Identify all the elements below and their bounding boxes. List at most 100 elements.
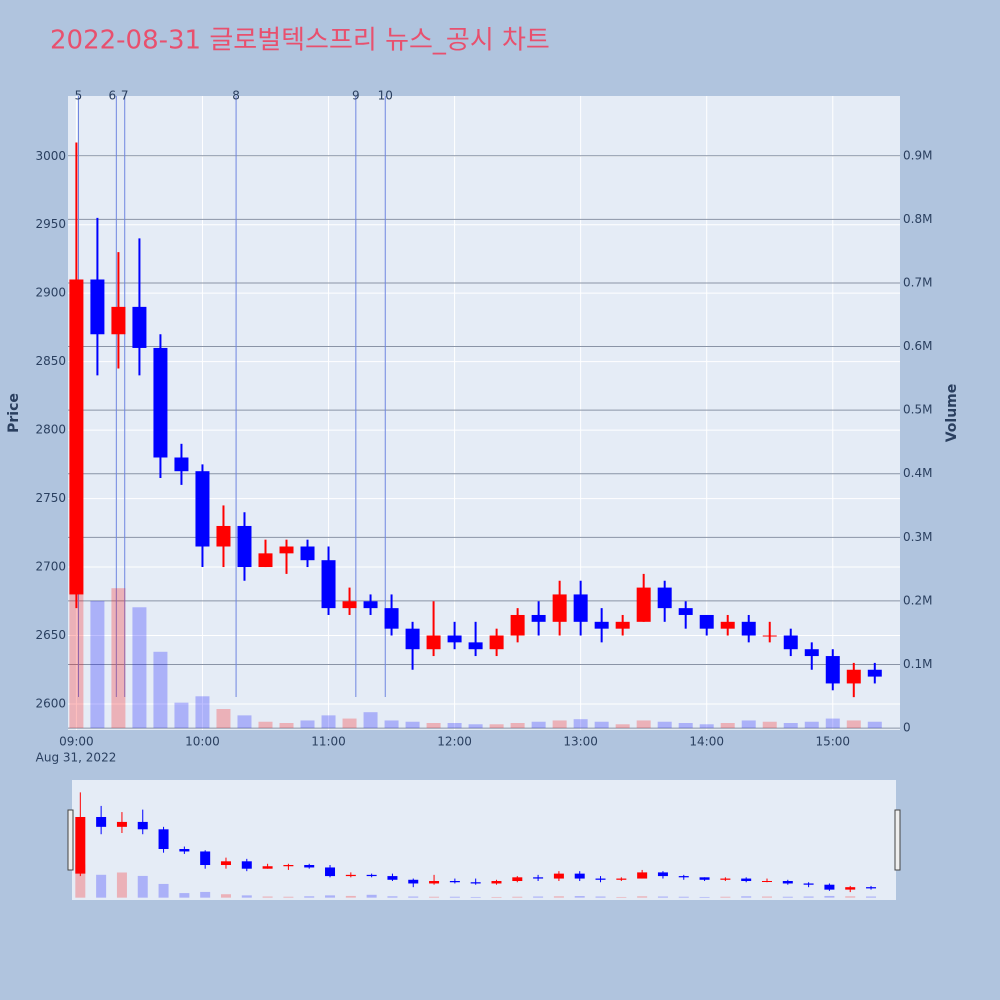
candle-body — [426, 635, 441, 650]
volume-bar — [741, 720, 756, 729]
candle-body — [867, 669, 882, 677]
volume-bar — [761, 896, 772, 898]
volume-bar — [90, 600, 105, 729]
candle-body — [237, 525, 252, 568]
volume-bar — [153, 651, 168, 729]
candle-body — [553, 873, 564, 879]
range-slider — [72, 780, 896, 900]
candle-body — [510, 614, 525, 636]
y2-tick-label: 0.6M — [903, 339, 932, 353]
candle-body — [366, 874, 377, 877]
volume-bar — [657, 896, 668, 898]
plot-area — [68, 96, 900, 730]
volume-bar — [132, 607, 147, 729]
y2-tick-label: 0.7M — [903, 275, 932, 289]
candle-body — [595, 878, 606, 880]
volume-bar — [615, 724, 630, 729]
event-label: 10 — [378, 89, 393, 103]
candle-body — [637, 872, 648, 879]
y-tick-label: 2900 — [35, 286, 66, 300]
candle-body — [594, 621, 609, 629]
candle-body — [616, 878, 627, 880]
volume-bar — [449, 896, 460, 898]
y2-tick-label: 0.2M — [903, 593, 932, 607]
volume-bar — [636, 720, 651, 729]
volume-bar — [762, 721, 777, 729]
volume-bar — [699, 724, 714, 729]
event-label: 6 — [109, 89, 117, 103]
candle-body — [90, 279, 105, 335]
volume-bar — [553, 896, 564, 898]
candle-body — [116, 821, 127, 827]
candle-body — [75, 816, 86, 874]
candle-body — [158, 829, 169, 850]
candle-body — [533, 877, 544, 879]
candle-body — [179, 849, 190, 852]
y-tick-label: 2800 — [35, 423, 66, 437]
chart-title: 2022-08-31 글로벌텍스프리 뉴스_공시 차트 — [50, 26, 550, 56]
candle-body — [761, 881, 772, 883]
y2-tick-label: 0 — [903, 721, 911, 735]
y-tick-label: 2750 — [35, 491, 66, 505]
range-handle[interactable] — [67, 809, 74, 871]
y2-axis-title: Volume — [944, 384, 960, 443]
candle-body — [111, 306, 126, 335]
volume-bar — [491, 896, 502, 898]
volume-bar — [845, 896, 856, 898]
volume-bar — [510, 723, 525, 729]
volume-bar — [241, 895, 252, 898]
volume-bar — [657, 721, 672, 729]
candle-body — [825, 656, 840, 684]
volume-bar — [447, 723, 462, 729]
candle-body — [678, 608, 693, 615]
candle-body — [491, 881, 502, 884]
volume-bar — [595, 896, 606, 898]
volume-bar — [574, 896, 585, 898]
volume-bar — [720, 896, 731, 898]
candle-body — [657, 587, 672, 609]
volume-bar — [720, 723, 735, 729]
volume-bar — [216, 709, 231, 729]
y-tick-label: 2600 — [35, 696, 66, 710]
candle-body — [573, 594, 588, 622]
volume-bar — [782, 896, 793, 898]
x-tick-label: 13:00 — [563, 735, 598, 749]
candle-body — [447, 635, 462, 643]
candle-body — [741, 621, 756, 636]
y-tick-label: 2700 — [35, 560, 66, 574]
range-handle[interactable] — [894, 809, 901, 871]
candle-body — [200, 851, 211, 866]
y2-tick-label: 0.8M — [903, 212, 932, 226]
volume-bar — [366, 894, 377, 898]
volume-bar — [678, 896, 689, 898]
candle-body — [741, 878, 752, 882]
volume-bar — [116, 872, 127, 898]
event-label: 8 — [232, 89, 240, 103]
candle-body — [405, 628, 420, 650]
volume-bar — [531, 721, 546, 729]
y-tick-label: 2850 — [35, 354, 66, 368]
y2-tick-label: 0.1M — [903, 657, 932, 671]
y2-tick-label: 0.9M — [903, 148, 932, 162]
volume-bar — [594, 721, 609, 729]
candle-body — [137, 821, 148, 830]
volume-bar — [408, 896, 419, 898]
event-label: 5 — [75, 89, 83, 103]
candle-body — [783, 635, 798, 650]
volume-bar — [867, 721, 882, 729]
volume-bar — [75, 864, 86, 898]
volume-bar — [279, 723, 294, 729]
volume-bar — [846, 720, 861, 729]
volume-bar — [158, 883, 169, 898]
candle-body — [132, 306, 147, 348]
volume-bar — [804, 721, 819, 729]
volume-bar — [824, 895, 835, 898]
candle-body — [387, 876, 398, 880]
volume-bar — [262, 896, 273, 898]
y2-tick-label: 0.4M — [903, 466, 932, 480]
volume-bar — [783, 723, 798, 729]
candle-body — [96, 816, 107, 827]
x-tick-label: 11:00 — [311, 735, 346, 749]
volume-bar — [179, 893, 190, 898]
volume-bar — [237, 715, 252, 729]
